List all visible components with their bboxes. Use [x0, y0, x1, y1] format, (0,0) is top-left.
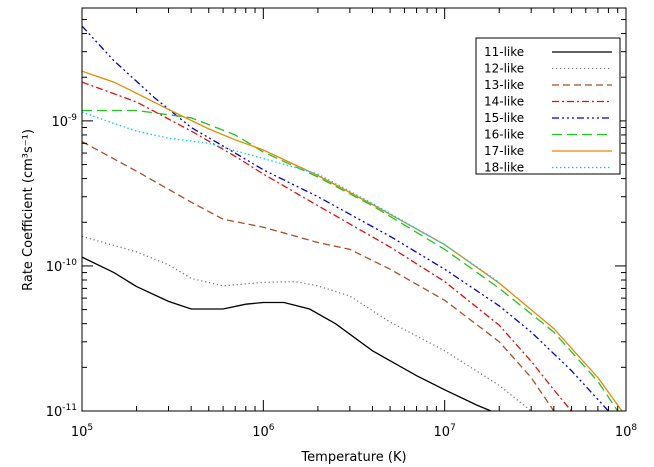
y-tick-label: 10-11: [46, 403, 77, 420]
series-layer: [82, 25, 623, 411]
series-line-13-like: [82, 141, 555, 411]
y-axis-title: Rate Coefficient (cm³s⁻¹): [21, 129, 36, 291]
plot-frame: [81, 7, 627, 412]
legend-label-17-like: 17-like: [484, 144, 524, 158]
series-line-18-like: [82, 111, 500, 283]
y-tick-label: 10-10: [46, 258, 78, 275]
legend-label-15-like: 15-like: [484, 111, 524, 125]
legend-label-14-like: 14-like: [484, 95, 524, 109]
legend-label-18-like: 18-like: [484, 161, 524, 175]
legend-label-16-like: 16-like: [484, 128, 524, 142]
series-line-14-like: [82, 81, 572, 411]
x-tick-label: 107: [434, 423, 456, 440]
x-tick-label: 108: [615, 423, 638, 440]
x-tick-label: 105: [71, 423, 93, 440]
series-line-11-like: [82, 256, 492, 411]
legend-label-11-like: 11-like: [484, 45, 524, 59]
label-layer: 105 106 107 108 10-11 10-10 10-9: [46, 113, 638, 440]
series-line-17-like: [82, 70, 623, 411]
y-tick-label: 10-9: [51, 113, 77, 130]
x-tick-label: 106: [252, 423, 275, 440]
legend-label-13-like: 13-like: [484, 78, 524, 92]
series-line-16-like: [82, 109, 619, 411]
legend-label-12-like: 12-like: [484, 62, 524, 76]
series-line-12-like: [82, 235, 532, 411]
tick-layer: [81, 7, 627, 412]
x-axis-title: Temperature (K): [300, 450, 406, 465]
legend: 11-like 12-like 13-like 14-like 15-like 16-li…: [475, 37, 621, 175]
